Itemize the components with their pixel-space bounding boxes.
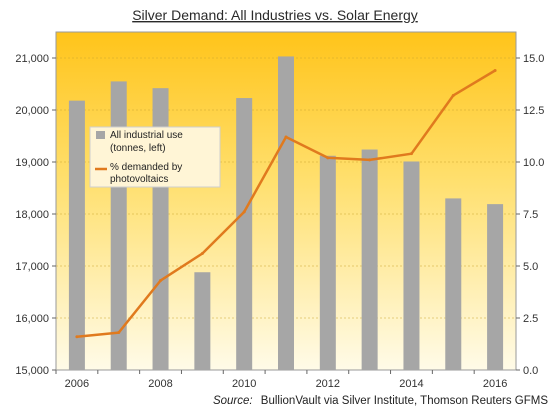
line-point — [117, 331, 121, 335]
left-tick-label: 15,000 — [15, 365, 49, 377]
x-axis: 2006 2008 2010 2012 2014 2016 — [55, 370, 507, 390]
bar — [278, 56, 294, 370]
legend-line-label-line1: % demanded by — [110, 162, 182, 173]
right-tick-label: 0.0 — [523, 365, 538, 377]
x-tick-label: 2006 — [65, 378, 89, 390]
bar — [236, 98, 253, 370]
line-point — [493, 68, 497, 72]
x-tick-label: 2008 — [148, 378, 172, 390]
x-tick-label: 2012 — [316, 378, 340, 390]
bar — [403, 161, 420, 370]
legend-box — [89, 126, 221, 188]
bar — [361, 149, 378, 370]
legend-bar-label-line2: (tonnes, left) — [110, 143, 166, 154]
left-tick-label: 18,000 — [15, 209, 49, 221]
line-point — [451, 93, 455, 97]
source-note: Source: BullionVault via Silver Institut… — [213, 395, 548, 407]
bar — [487, 204, 504, 370]
right-axis: 0.0 2.5 5.0 7.5 10.0 12.5 15.0 — [516, 53, 544, 377]
left-tick-label: 17,000 — [15, 261, 49, 273]
line-point — [75, 335, 79, 339]
line-point — [368, 158, 372, 162]
legend-bar-label-line1: All industrial use — [110, 130, 183, 141]
right-tick-label: 7.5 — [523, 209, 538, 221]
line-point — [159, 279, 163, 283]
line-series — [75, 68, 497, 339]
left-tick-label: 19,000 — [15, 157, 49, 169]
source-text: BullionVault via Silver Institute, Thoms… — [261, 395, 549, 407]
legend-bar-swatch — [96, 131, 105, 139]
chart-title: Silver Demand: All Industries vs. Solar … — [132, 7, 418, 23]
right-tick-label: 10.0 — [523, 157, 544, 169]
bar — [445, 198, 462, 370]
bar — [194, 272, 211, 370]
line-point — [200, 252, 204, 256]
left-tick-label: 21,000 — [15, 53, 49, 65]
left-tick-label: 16,000 — [15, 313, 49, 325]
right-tick-label: 12.5 — [523, 105, 544, 117]
right-tick-label: 2.5 — [523, 313, 538, 325]
source-label: Source: — [213, 395, 253, 407]
x-tick-label: 2016 — [483, 378, 507, 390]
line-point — [409, 152, 413, 156]
legend-line-label-line2: photovoltaics — [110, 174, 168, 185]
x-tick-label: 2010 — [232, 378, 256, 390]
line-point — [326, 156, 330, 160]
left-tick-label: 20,000 — [15, 105, 49, 117]
left-axis: 15,000 16,000 17,000 18,000 19,000 20,000 21,0… — [15, 53, 56, 377]
x-tick-label: 2014 — [399, 378, 423, 390]
right-tick-label: 15.0 — [523, 53, 544, 65]
bar — [319, 155, 336, 370]
legend: All industrial use (tonnes, left) % dema… — [89, 126, 221, 188]
line-point — [242, 210, 246, 214]
bar — [68, 100, 85, 370]
right-tick-label: 5.0 — [523, 261, 538, 273]
line-point — [284, 135, 288, 139]
